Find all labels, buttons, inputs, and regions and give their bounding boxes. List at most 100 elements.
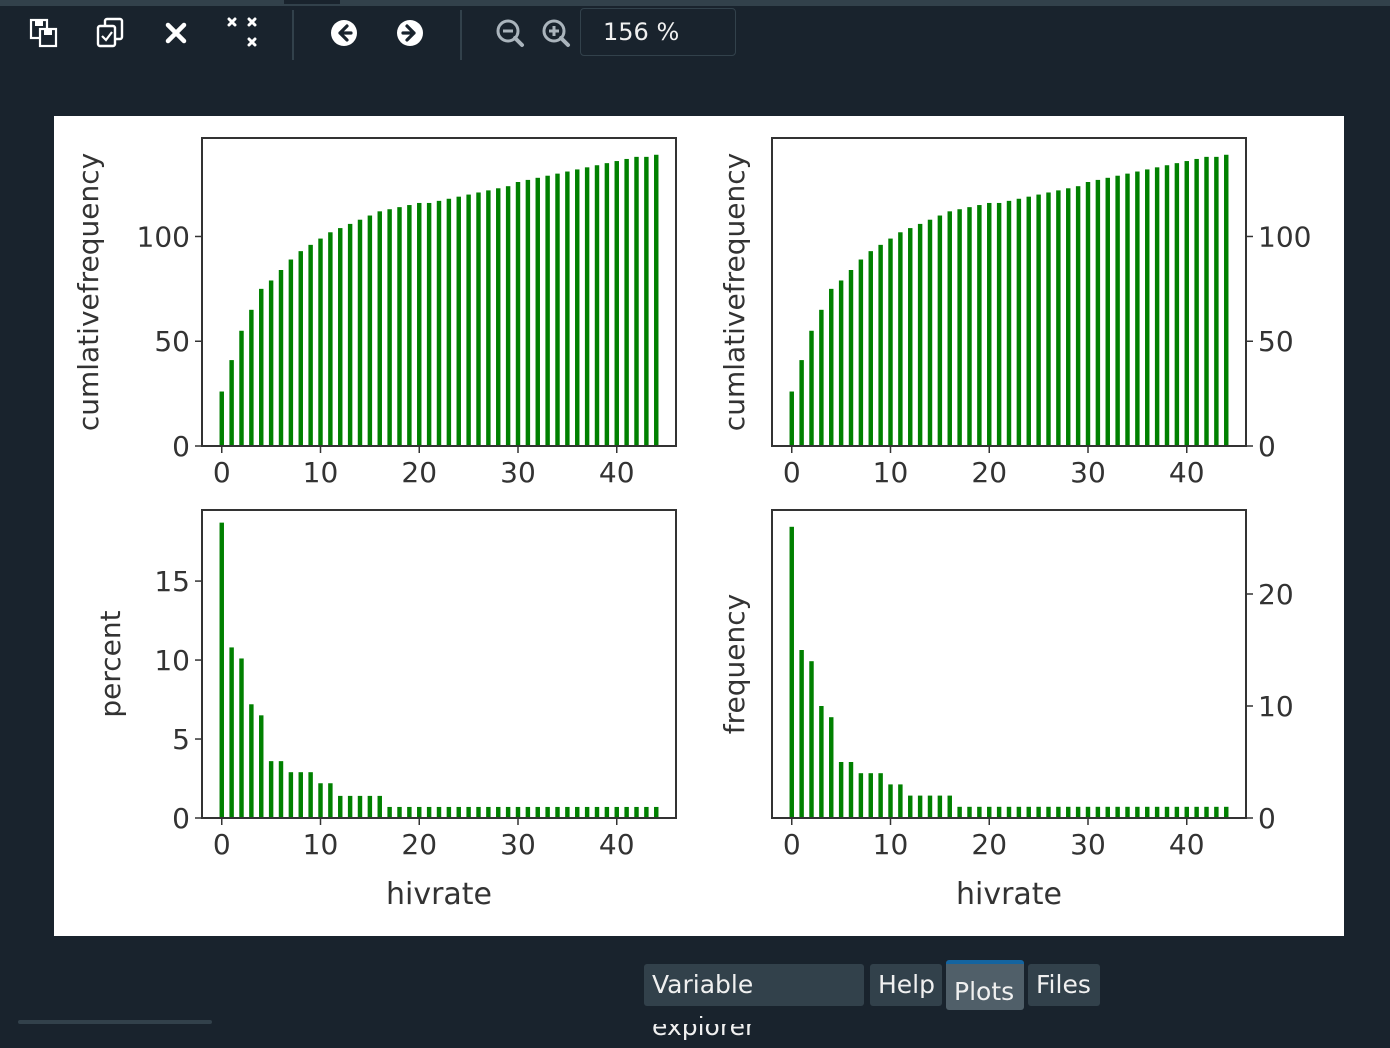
bar — [486, 190, 491, 446]
bar — [858, 773, 864, 818]
tab-files[interactable]: Files — [1028, 964, 1100, 1006]
tab-help[interactable]: Help — [870, 964, 942, 1006]
bar — [1036, 194, 1041, 446]
arrow-right-icon — [397, 20, 423, 46]
x-tick-label: 20 — [971, 828, 1007, 861]
bar — [387, 806, 392, 818]
bar — [308, 244, 313, 446]
plots-toolbar: 156 % — [0, 6, 1390, 60]
x-tick-label: 20 — [401, 456, 437, 489]
bar — [1046, 192, 1051, 446]
x-tick-label: 40 — [1169, 456, 1205, 489]
bar — [1174, 806, 1180, 818]
close-all-plots-button[interactable] — [222, 14, 262, 52]
bar — [868, 251, 873, 446]
bar — [1184, 161, 1189, 447]
bar — [1145, 806, 1150, 818]
bar — [789, 391, 794, 446]
bar — [996, 202, 1002, 446]
zoom-out-button[interactable] — [490, 14, 530, 52]
bar — [819, 309, 824, 446]
next-plot-button[interactable] — [390, 14, 430, 52]
bar — [219, 391, 224, 446]
horizontal-scrollbar[interactable] — [18, 1020, 212, 1024]
bar — [1066, 188, 1071, 446]
bar — [308, 772, 313, 818]
bar — [789, 526, 794, 818]
close-plot-button[interactable] — [156, 14, 196, 52]
x-tick-label: 30 — [500, 456, 536, 489]
bar — [417, 202, 422, 446]
pane-tab-stub[interactable] — [284, 0, 340, 4]
bar — [898, 232, 903, 446]
bar — [947, 795, 952, 818]
bar — [535, 177, 540, 447]
x-tick-label: 0 — [213, 456, 231, 489]
bar — [328, 783, 333, 818]
bar — [288, 259, 294, 446]
bar — [288, 772, 294, 818]
bar — [219, 522, 224, 818]
bar — [318, 783, 323, 818]
bar — [298, 251, 303, 446]
bar — [397, 806, 402, 818]
bar — [545, 175, 550, 446]
subplot-top-right: 0 10 20 30 40 0 50 100 cumlativefrequency — [718, 137, 1311, 489]
bar — [987, 202, 992, 446]
bar — [278, 270, 284, 446]
bar — [505, 806, 511, 818]
zoom-out-icon — [496, 19, 524, 47]
axes-frame — [771, 137, 1247, 447]
bar — [535, 806, 540, 818]
subplot-bottom-left: 0 10 20 30 40 0 5 10 15 percent hivrate — [94, 509, 677, 912]
bar — [1164, 165, 1170, 446]
bar — [1095, 806, 1101, 818]
bar — [878, 244, 883, 446]
bar — [515, 182, 521, 446]
zoom-in-button[interactable] — [536, 14, 576, 52]
bar — [1164, 806, 1170, 818]
bar — [1204, 156, 1209, 446]
bar — [614, 161, 619, 447]
copy-icon — [96, 17, 124, 48]
bar — [888, 784, 893, 818]
y-tick-label: 15 — [154, 565, 190, 598]
bar — [328, 232, 333, 446]
tab-variable-explorer[interactable]: Variable explorer — [644, 964, 864, 1041]
bar — [1006, 806, 1012, 818]
x-tick-label: 30 — [1070, 456, 1106, 489]
bar — [515, 806, 521, 818]
bar — [565, 806, 570, 818]
bar — [575, 806, 580, 818]
bar — [908, 228, 913, 446]
bar — [1214, 806, 1219, 818]
bar — [357, 795, 363, 818]
bar — [644, 156, 649, 446]
bar — [967, 207, 972, 446]
bar — [397, 207, 402, 446]
bar — [476, 806, 481, 818]
bar — [1075, 186, 1081, 446]
tab-plots[interactable]: Plots — [946, 960, 1024, 1010]
bar — [829, 717, 834, 818]
x-tick-label: 0 — [783, 828, 801, 861]
toolbar-separator — [292, 10, 294, 60]
bar — [888, 238, 893, 446]
previous-plot-button[interactable] — [324, 14, 364, 52]
zoom-level-field[interactable]: 156 % — [580, 8, 736, 56]
y-axis-label: percent — [94, 610, 127, 717]
bar — [957, 209, 962, 446]
bar — [1105, 177, 1110, 447]
bar — [819, 706, 824, 818]
save-plot-button[interactable] — [24, 14, 64, 52]
x-axis-label: hivrate — [386, 877, 492, 912]
save-all-plots-button[interactable] — [90, 14, 130, 52]
bar — [436, 806, 442, 818]
bar — [1224, 154, 1229, 446]
bar — [575, 169, 580, 446]
bar — [584, 806, 590, 818]
bar — [1105, 806, 1110, 818]
bar — [957, 806, 962, 818]
bar — [525, 179, 531, 446]
